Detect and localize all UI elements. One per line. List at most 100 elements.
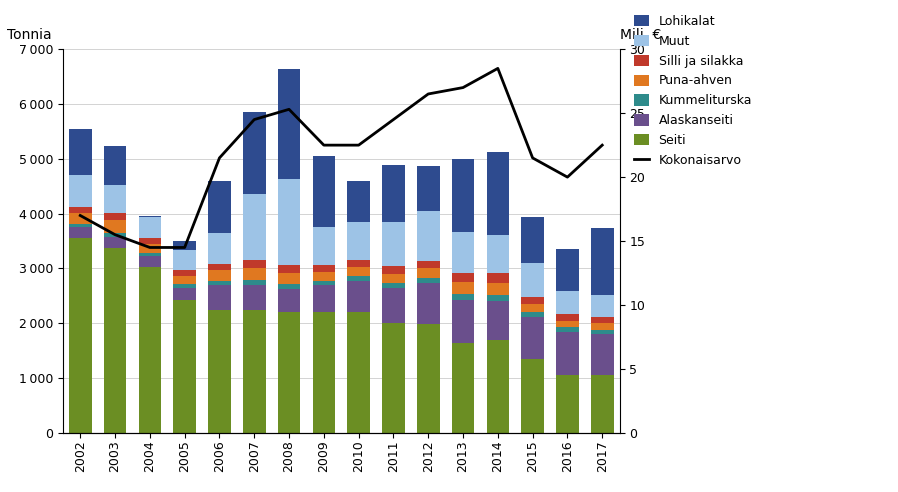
Kokonaisarvo [145,245,155,250]
Bar [208,181,231,233]
Bar [383,266,405,274]
Bar [313,280,335,285]
Bar [556,249,578,291]
Bar [348,312,370,433]
Bar [591,323,613,330]
Bar [173,241,196,250]
Bar [208,270,231,280]
Text: Milj. €: Milj. € [620,28,661,41]
Bar [313,265,335,272]
Bar [313,312,335,433]
Bar [138,267,161,433]
Kokonaisarvo [388,117,399,123]
Bar [522,304,544,312]
Bar [243,260,266,268]
Bar [348,181,370,222]
Bar [452,294,474,300]
Bar [487,302,509,340]
Bar [591,295,613,317]
Bar [556,314,578,321]
Bar [417,324,439,433]
Kokonaisarvo [110,232,120,238]
Bar [173,288,196,300]
Bar [277,312,300,433]
Bar [173,284,196,288]
Kokonaisarvo [284,106,295,112]
Bar [138,238,161,244]
Bar [417,278,439,283]
Bar [591,334,613,375]
Bar [417,261,439,269]
Bar [556,375,578,433]
Bar [556,332,578,375]
Bar [69,129,92,175]
Bar [452,232,474,273]
Bar [277,179,300,265]
Bar [348,260,370,267]
Bar [417,212,439,261]
Bar [104,237,127,247]
Kokonaisarvo [214,155,224,161]
Bar [522,359,544,433]
Bar [69,238,92,433]
Bar [452,342,474,433]
Bar [69,213,92,223]
Bar [243,280,266,285]
Bar [243,309,266,433]
Bar [104,247,127,433]
Bar [522,317,544,359]
Bar [487,340,509,433]
Bar [452,273,474,282]
Bar [277,284,300,289]
Bar [243,194,266,260]
Bar [277,265,300,273]
Bar [69,207,92,213]
Bar [208,309,231,433]
Kokonaisarvo [527,155,538,161]
Bar [277,69,300,179]
Bar [417,269,439,278]
Bar [452,282,474,294]
Bar [383,323,405,433]
Bar [173,250,196,270]
Bar [138,217,161,238]
Bar [138,253,161,256]
Bar [452,159,474,232]
Bar [138,244,161,253]
Bar [104,146,127,184]
Bar [522,263,544,297]
Bar [104,233,127,237]
Line: Kokonaisarvo: Kokonaisarvo [80,68,603,247]
Kokonaisarvo [597,142,608,148]
Bar [243,268,266,280]
Kokonaisarvo [458,85,469,91]
Kokonaisarvo [319,142,330,148]
Bar [487,274,509,283]
Bar [452,300,474,342]
Bar [487,152,509,235]
Bar [591,317,613,323]
Bar [313,227,335,265]
Bar [69,227,92,238]
Bar [383,288,405,323]
Bar [383,274,405,283]
Bar [383,222,405,266]
Bar [522,312,544,317]
Bar [208,264,231,270]
Bar [591,228,613,295]
Kokonaisarvo [423,91,434,97]
Bar [591,330,613,334]
Bar [348,276,370,280]
Bar [313,285,335,312]
Text: Tonnia: Tonnia [7,28,52,41]
Bar [487,295,509,302]
Bar [383,165,405,222]
Kokonaisarvo [249,117,260,123]
Bar [208,280,231,285]
Bar [417,166,439,212]
Kokonaisarvo [492,65,503,71]
Bar [522,217,544,263]
Bar [138,216,161,217]
Bar [104,184,127,213]
Bar [208,233,231,264]
